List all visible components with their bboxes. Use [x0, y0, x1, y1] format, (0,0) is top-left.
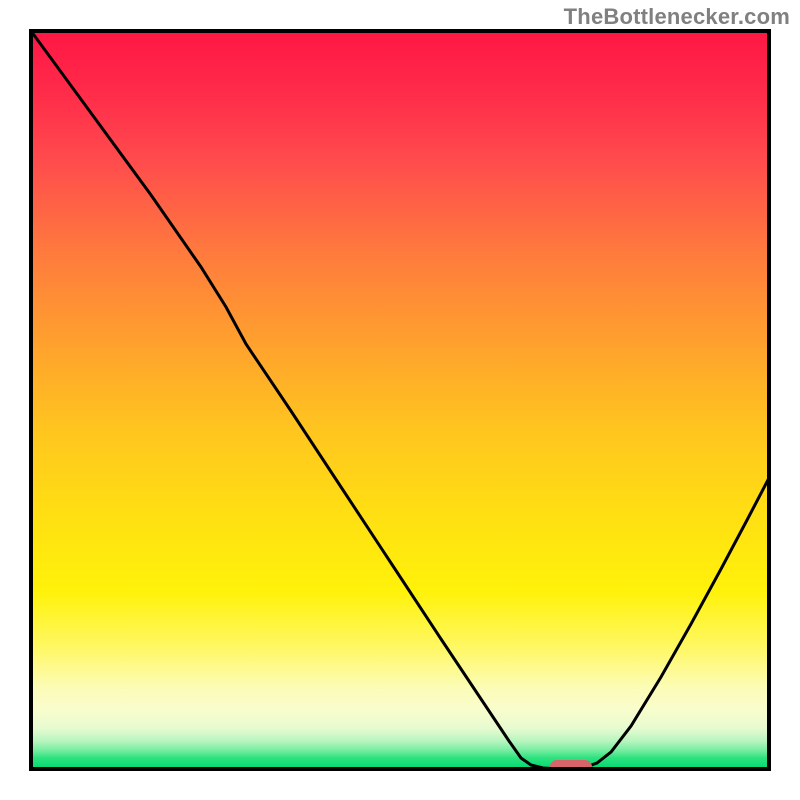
watermark-text: TheBottlenecker.com — [564, 4, 790, 30]
chart-svg — [0, 0, 800, 800]
chart-stage: TheBottlenecker.com — [0, 0, 800, 800]
plot-background — [31, 31, 769, 769]
